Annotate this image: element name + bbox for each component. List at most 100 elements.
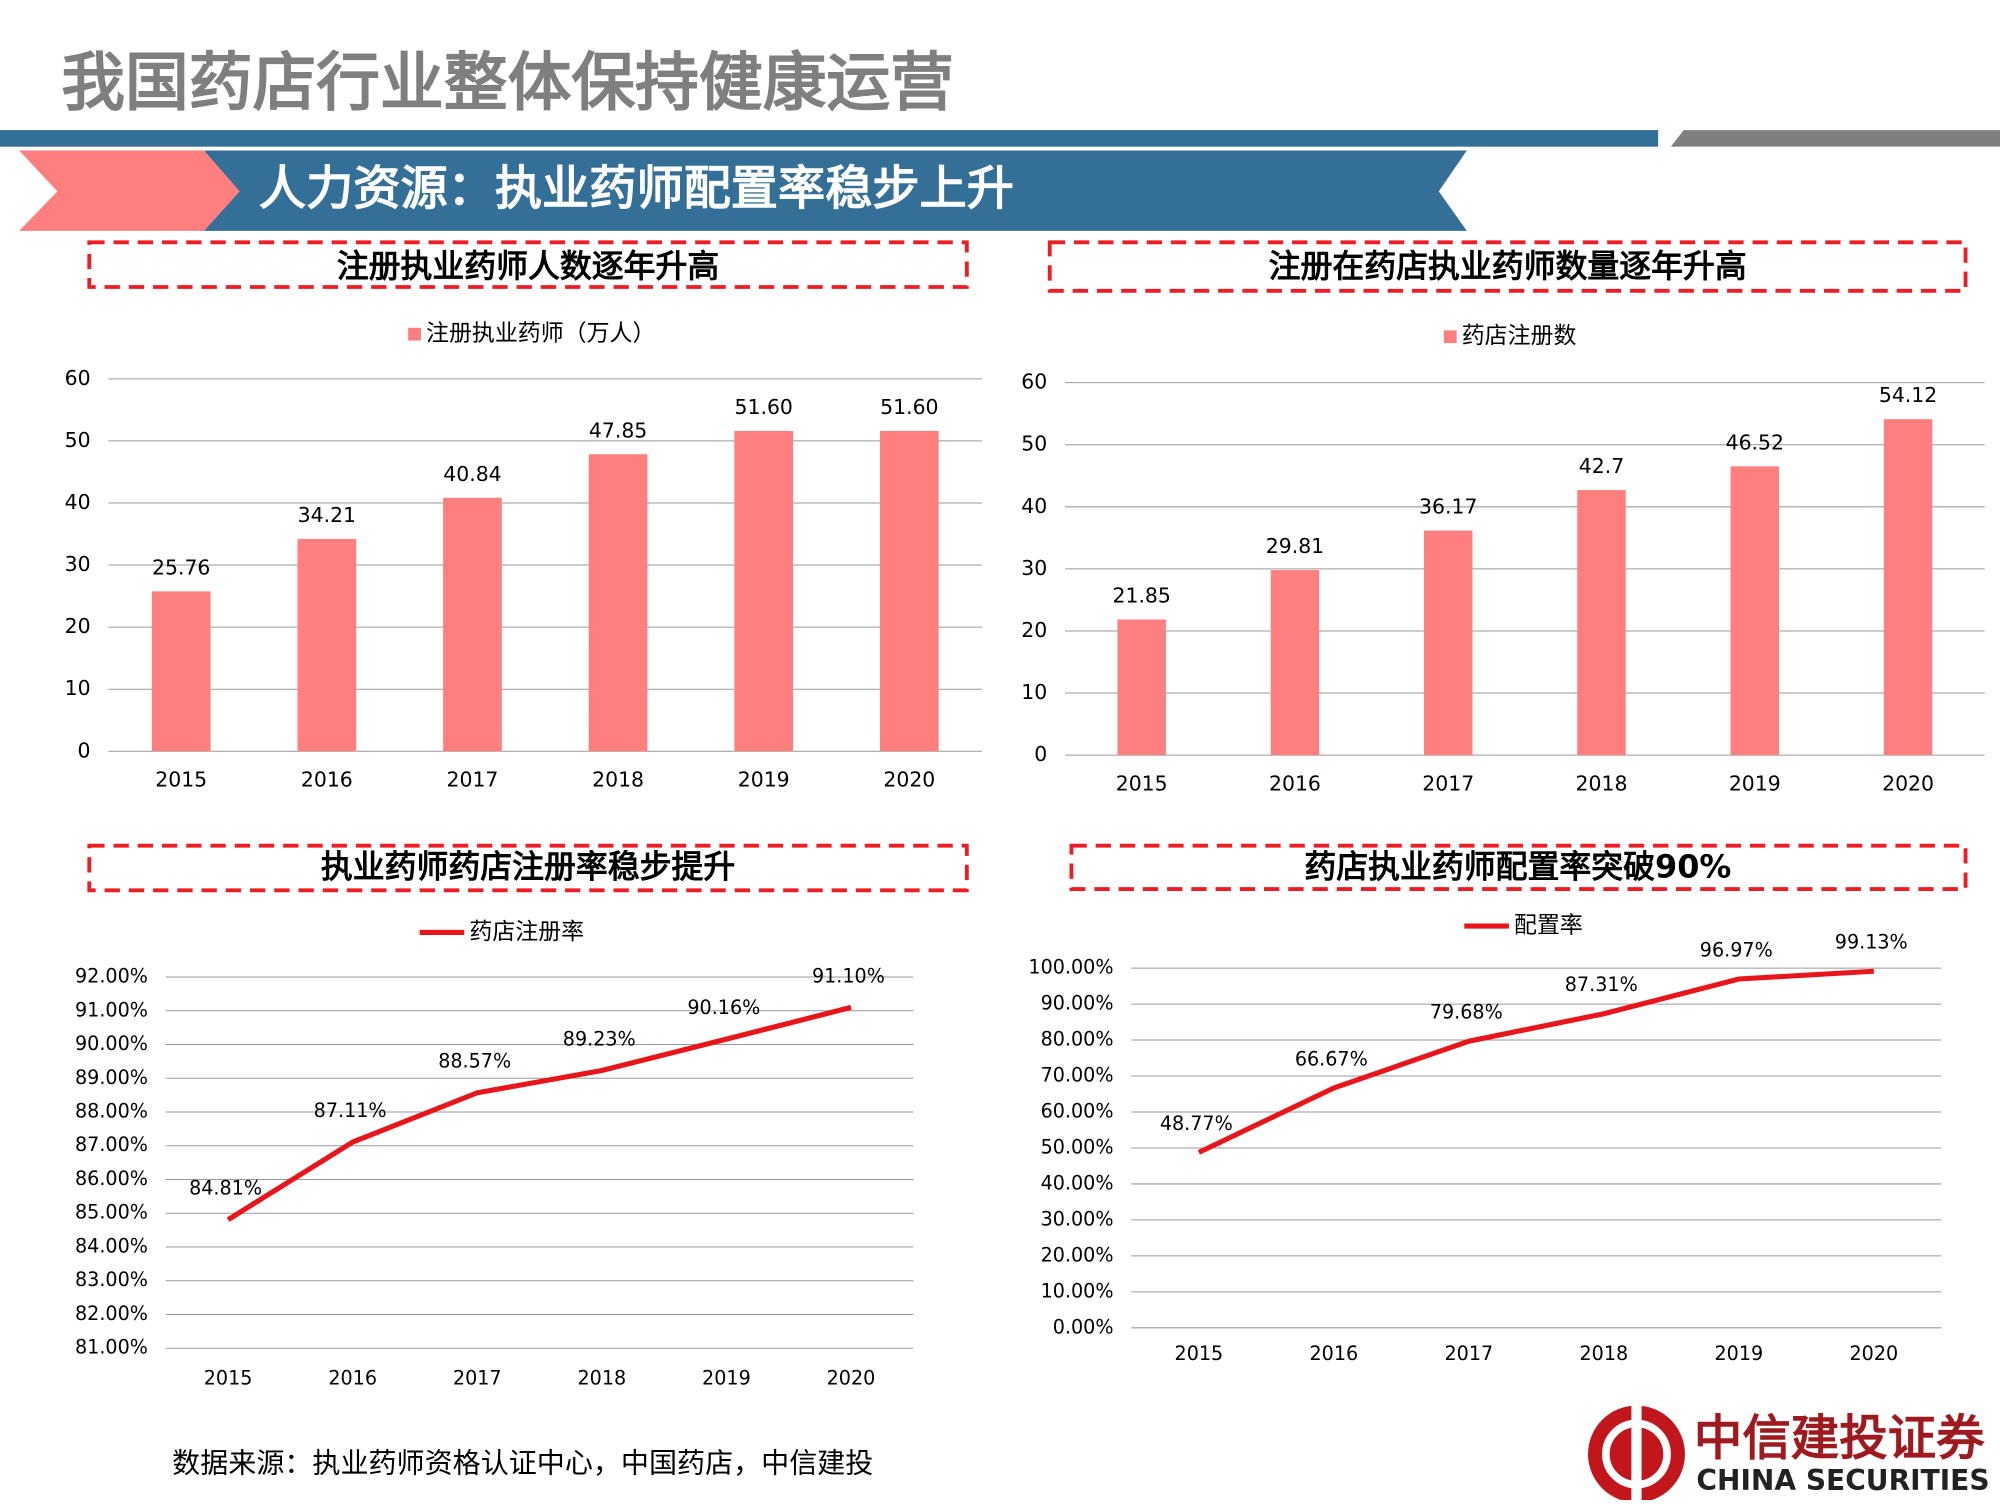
data-label: 42.7: [1579, 454, 1624, 478]
data-label: 99.13%: [1835, 931, 1908, 954]
legend-label: 注册执业药师（万人）: [426, 321, 655, 347]
y-tick-label: 30: [65, 552, 91, 576]
x-tick-label: 2020: [1849, 1342, 1898, 1365]
x-tick-label: 2017: [1445, 1342, 1494, 1365]
y-tick-label: 60: [1021, 370, 1047, 394]
y-tick-label: 80.00%: [1041, 1028, 1114, 1051]
line: [226, 1004, 852, 1222]
y-tick-label: 20: [1021, 618, 1047, 642]
y-tick-label: 82.00%: [75, 1302, 148, 1325]
data-label: 91.10%: [812, 964, 885, 987]
y-tick-label: 89.00%: [75, 1066, 148, 1089]
y-tick-label: 92.00%: [75, 965, 148, 988]
legend-swatch: [408, 327, 421, 341]
x-tick-label: 2019: [702, 1366, 751, 1389]
title-rule-gray: [1670, 130, 2000, 147]
legend-label: 药店注册率: [469, 919, 584, 945]
data-label: 79.68%: [1430, 1001, 1503, 1024]
y-tick-label: 90.00%: [1041, 992, 1114, 1015]
y-tick-label: 86.00%: [75, 1167, 148, 1190]
line: [1197, 968, 1874, 1155]
data-label: 54.12: [1879, 383, 1937, 407]
title-box: [1047, 240, 1968, 293]
banner-arrow: [19, 150, 243, 231]
y-tick-label: 0.00%: [1053, 1315, 1114, 1338]
x-tick-label: 2017: [453, 1366, 502, 1389]
y-tick-label: 84.00%: [75, 1234, 148, 1257]
data-label: 34.21: [298, 503, 356, 527]
y-tick-label: 20: [65, 614, 91, 638]
logo-emblem-bar: [1631, 1403, 1642, 1504]
x-tick-label: 2019: [738, 768, 790, 792]
bar: [588, 454, 648, 752]
x-tick-label: 2016: [1269, 771, 1321, 795]
y-tick-label: 70.00%: [1041, 1064, 1114, 1087]
x-tick-label: 2015: [204, 1366, 253, 1389]
legend-label: 药店注册数: [1462, 323, 1577, 349]
data-label: 21.85: [1113, 584, 1171, 608]
y-tick-label: 50.00%: [1041, 1135, 1114, 1158]
data-label: 88.57%: [438, 1050, 511, 1073]
logo-name-en: CHINA SECURITIES: [1696, 1464, 1989, 1497]
data-label: 84.81%: [189, 1177, 262, 1200]
logo-name: 中信建投证券: [1694, 1410, 1985, 1466]
bar: [879, 430, 939, 752]
data-label: 87.11%: [314, 1099, 387, 1122]
x-tick-label: 2020: [1882, 771, 1934, 795]
bar: [1424, 530, 1473, 756]
y-tick-label: 0: [78, 738, 91, 762]
x-tick-label: 2015: [155, 768, 207, 792]
y-tick-label: 10: [65, 676, 91, 700]
data-label: 25.76: [152, 555, 210, 579]
y-tick-label: 0: [1034, 742, 1047, 766]
data-label: 36.17: [1419, 495, 1477, 519]
y-tick-label: 91.00%: [75, 998, 148, 1021]
bar: [1270, 570, 1320, 756]
y-tick-label: 83.00%: [75, 1268, 148, 1291]
x-tick-label: 2016: [301, 768, 353, 792]
data-label: 96.97%: [1700, 938, 1773, 961]
subtitle: 人力资源：执业药师配置率稳步上升: [259, 161, 1014, 216]
chart-title: 注册在药店执业药师数量逐年升高: [1269, 247, 1747, 285]
data-label: 46.52: [1726, 430, 1784, 454]
x-tick-label: 2016: [328, 1366, 377, 1389]
banner: [204, 150, 1467, 231]
data-label: 29.81: [1266, 534, 1324, 558]
y-tick-label: 60: [65, 366, 91, 390]
bar: [1730, 466, 1780, 756]
bar: [151, 591, 211, 752]
y-tick-label: 50: [65, 428, 91, 452]
data-label: 48.77%: [1160, 1112, 1233, 1135]
x-tick-label: 2016: [1310, 1342, 1359, 1365]
y-tick-label: 90.00%: [75, 1032, 148, 1055]
y-tick-label: 30: [1021, 556, 1047, 580]
y-tick-label: 81.00%: [75, 1336, 148, 1359]
page-title: 我国药店行业整体保持健康运营: [61, 46, 954, 120]
y-tick-label: 30.00%: [1041, 1207, 1114, 1230]
y-tick-label: 60.00%: [1041, 1099, 1114, 1122]
bar: [443, 497, 502, 752]
y-tick-label: 10.00%: [1041, 1279, 1114, 1302]
bar: [1117, 619, 1166, 756]
x-tick-label: 2018: [577, 1366, 626, 1389]
bar: [297, 538, 357, 752]
data-label: 90.16%: [687, 996, 760, 1019]
chart-title: 注册执业药师人数逐年升高: [337, 247, 720, 285]
chart-title: 药店执业药师配置率突破90%: [1304, 848, 1731, 886]
x-tick-label: 2019: [1729, 771, 1781, 795]
data-label: 51.60: [735, 395, 793, 419]
y-tick-label: 87.00%: [75, 1133, 148, 1156]
data-label: 66.67%: [1295, 1047, 1368, 1070]
data-label: 89.23%: [563, 1027, 636, 1050]
x-tick-label: 2020: [883, 768, 935, 792]
logo: 中信建投证券 CHINA SECURITIES: [1588, 1403, 1990, 1504]
x-tick-label: 2020: [827, 1366, 876, 1389]
bar: [1883, 419, 1933, 756]
y-tick-label: 100.00%: [1028, 956, 1113, 979]
title-rule: [0, 130, 1659, 147]
y-tick-label: 50: [1021, 432, 1047, 456]
source-note: 数据来源：执业药师资格认证中心，中国药店，中信建投: [172, 1446, 873, 1479]
data-label: 87.31%: [1565, 973, 1638, 996]
